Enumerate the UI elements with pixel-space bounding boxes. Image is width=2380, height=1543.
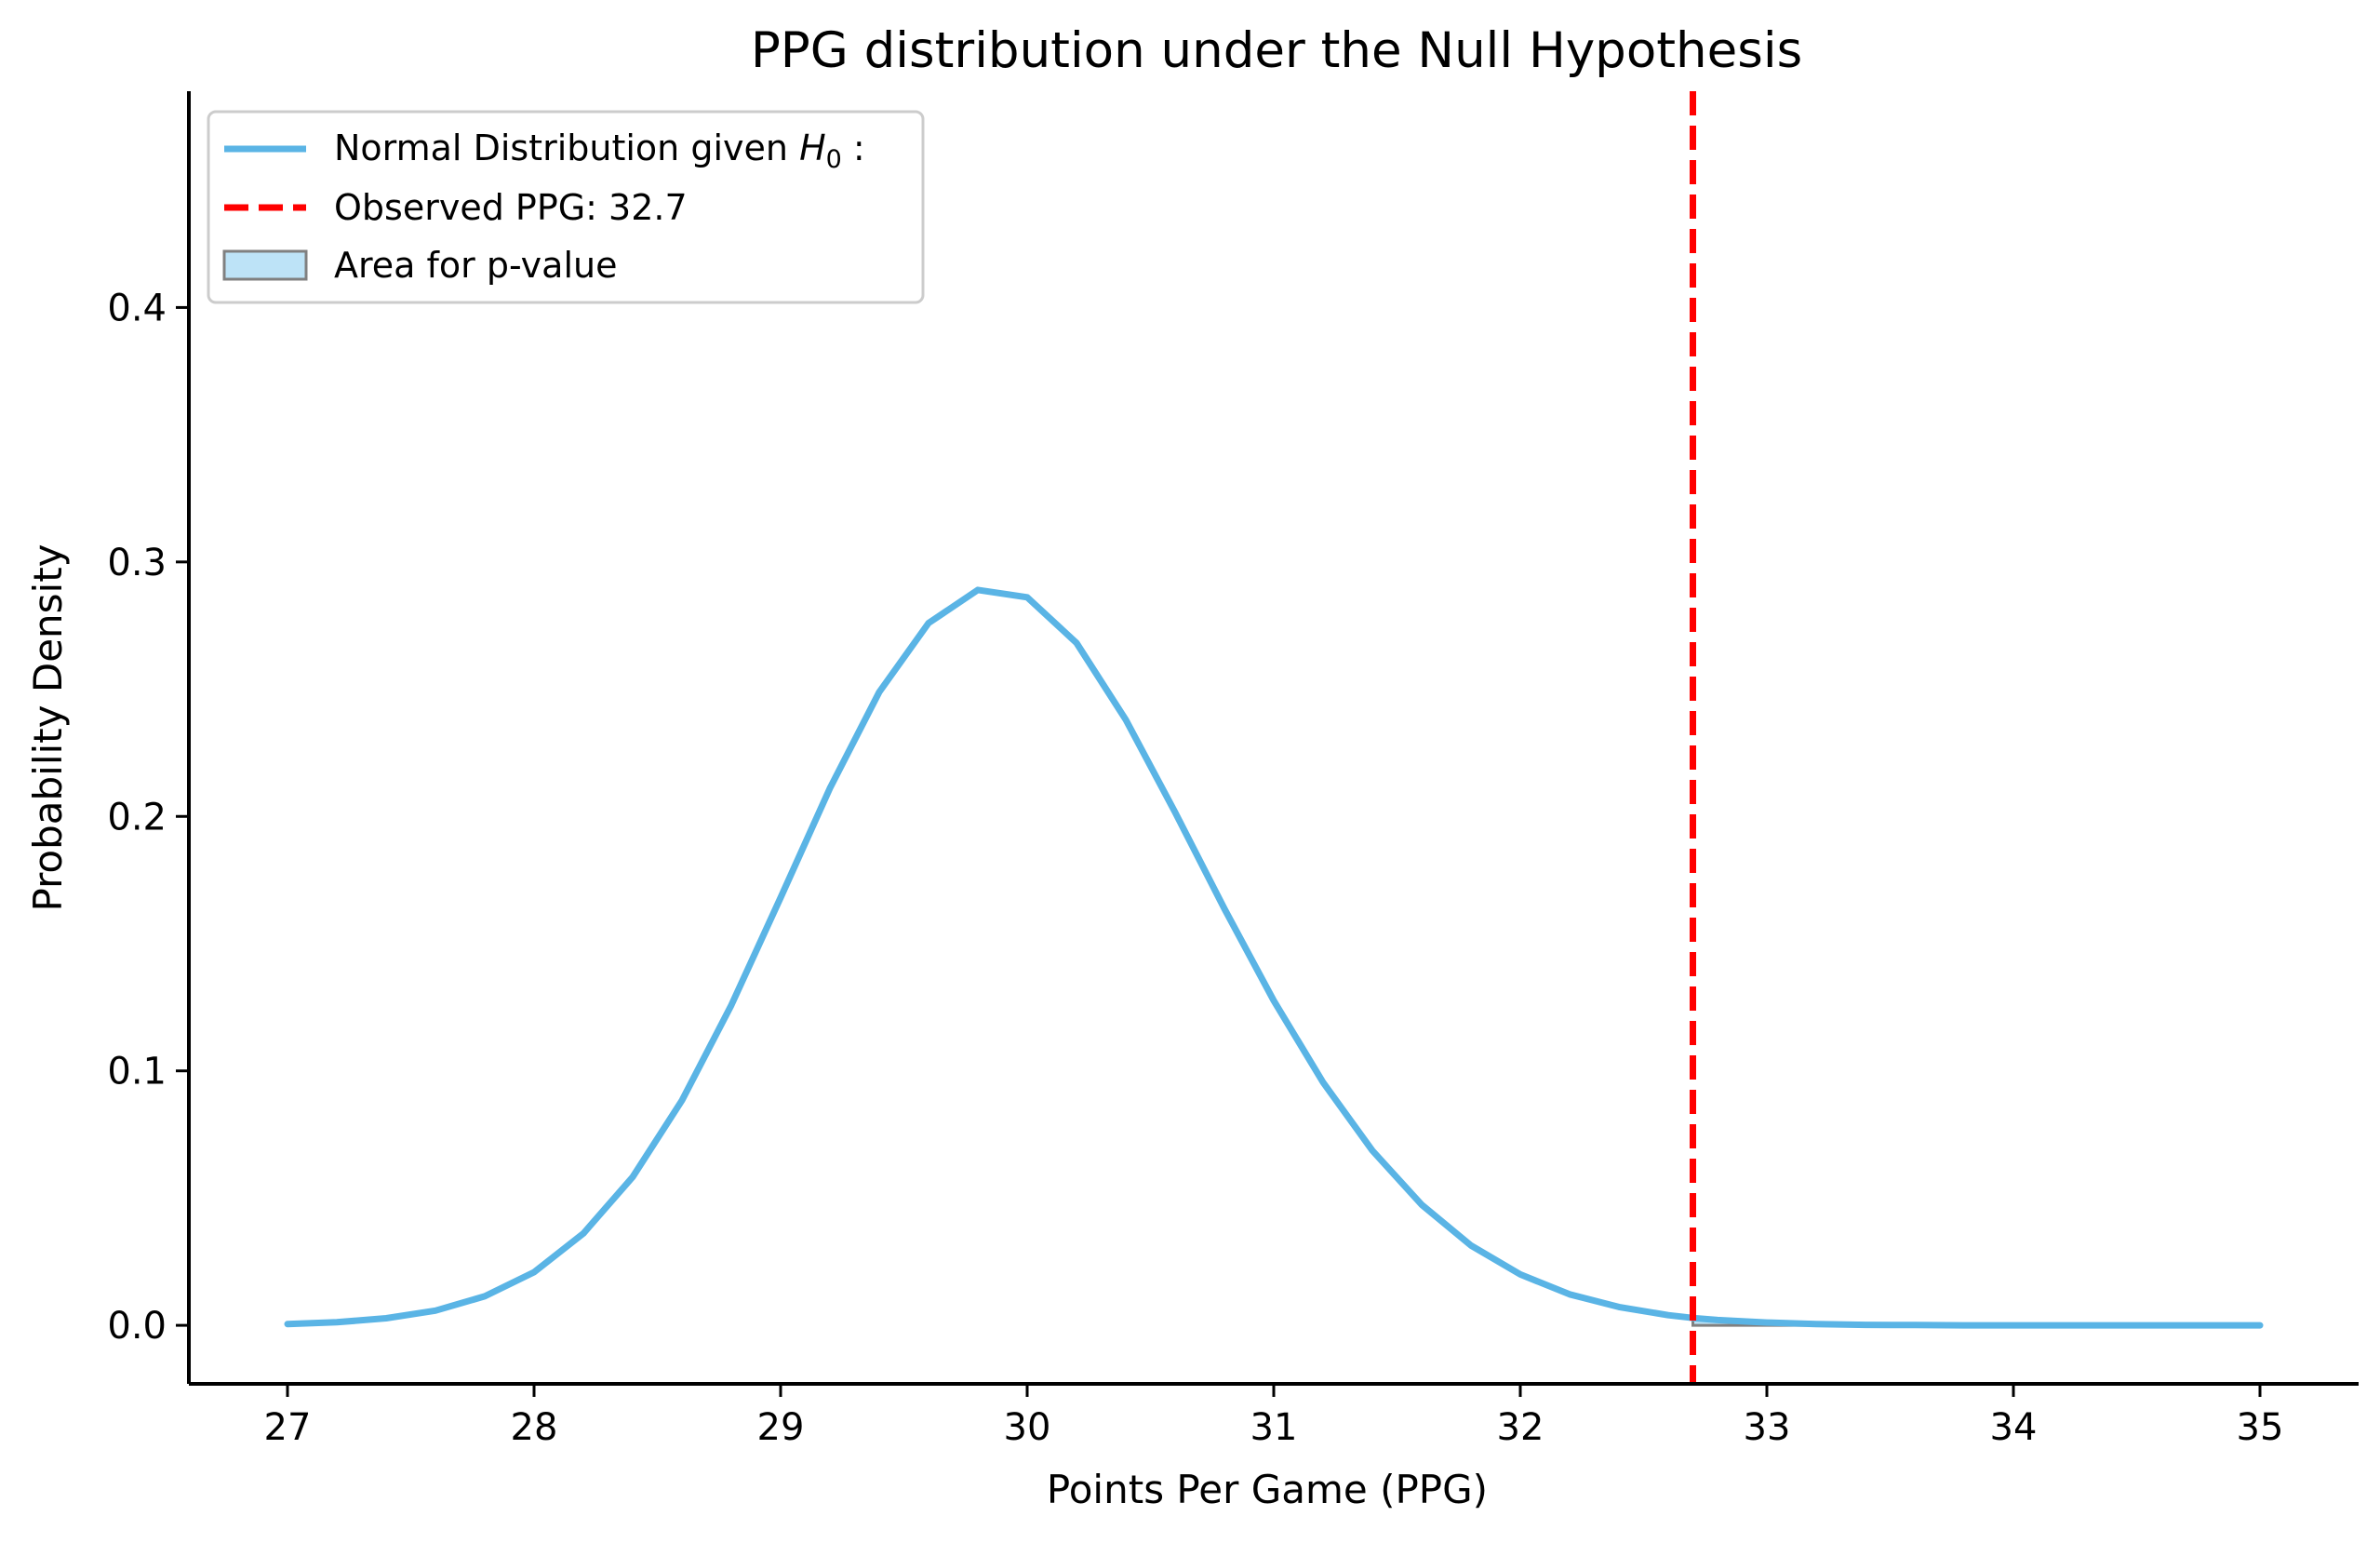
plot-area bbox=[284, 91, 2264, 1384]
y-tick-label: 0.2 bbox=[107, 796, 167, 839]
x-tick-label: 28 bbox=[511, 1406, 558, 1449]
x-tick-label: 33 bbox=[1744, 1406, 1791, 1449]
y-tick-label: 0.3 bbox=[107, 542, 167, 584]
x-tick-label: 30 bbox=[1004, 1406, 1051, 1449]
legend-label-curve: Normal Distribution given H0 : bbox=[334, 127, 865, 174]
y-axis-label: Probability Density bbox=[25, 543, 71, 911]
axes: 27 28 29 30 31 32 33 34 35 0.0 0.1 0.2 0.3 0.4 bbox=[107, 91, 2359, 1449]
y-tick-label: 0.0 bbox=[107, 1305, 167, 1348]
normal-distribution-curve bbox=[284, 586, 2264, 1329]
y-ticks: 0.0 0.1 0.2 0.3 0.4 bbox=[107, 287, 189, 1348]
x-tick-label: 27 bbox=[264, 1406, 312, 1449]
x-tick-label: 34 bbox=[1990, 1406, 2038, 1449]
x-tick-label: 32 bbox=[1497, 1406, 1544, 1449]
x-tick-label: 31 bbox=[1250, 1406, 1298, 1449]
x-tick-label: 35 bbox=[2237, 1406, 2284, 1449]
x-axis-label: Points Per Game (PPG) bbox=[1047, 1467, 1488, 1512]
legend-label-observed: Observed PPG: 32.7 bbox=[334, 187, 688, 228]
legend-label-area: Area for p-value bbox=[334, 245, 617, 286]
x-tick-label: 29 bbox=[757, 1406, 805, 1449]
chart-title: PPG distribution under the Null Hypothes… bbox=[751, 22, 1802, 79]
legend-swatch-area bbox=[222, 249, 308, 281]
legend-frame bbox=[207, 110, 925, 304]
x-ticks: 27 28 29 30 31 32 33 34 35 bbox=[264, 1384, 2284, 1449]
y-tick-label: 0.1 bbox=[107, 1051, 167, 1094]
legend: Normal Distribution given H0 : Observed … bbox=[207, 110, 925, 304]
y-tick-label: 0.4 bbox=[107, 287, 167, 329]
